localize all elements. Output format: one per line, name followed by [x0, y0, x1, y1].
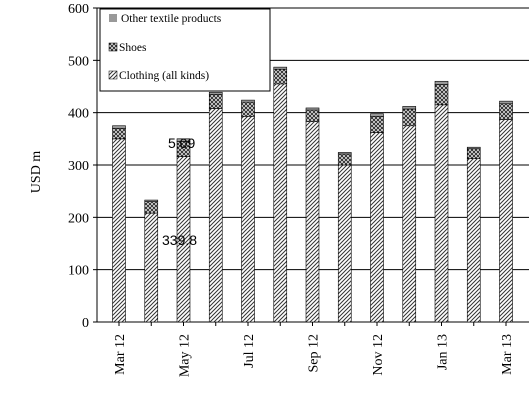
bar-shoes: [499, 103, 513, 120]
bar-clothing: [112, 138, 126, 323]
bar-shoes: [370, 116, 384, 133]
x-tick-label: Jan 13: [436, 334, 451, 370]
y-tick-label: 500: [68, 54, 89, 69]
bar-shoes: [466, 148, 481, 160]
legend-box: [99, 8, 271, 92]
y-tick-label: 600: [68, 2, 89, 17]
bar-clothing: [273, 83, 288, 323]
bar-clothing: [305, 121, 320, 323]
legend-label-other: Other textile products: [121, 13, 222, 25]
bar-other: [434, 80, 449, 85]
x-axis-ticks: Mar 12 May 12 Jul 12 Sep 12 Nov 12 Jan 13 Mar …: [113, 322, 515, 377]
annotation-clothing-value: 339.8: [162, 232, 197, 248]
bar-other: [337, 152, 352, 155]
y-tick-label: 300: [68, 159, 89, 174]
annotation-other-value: 5.09: [168, 135, 195, 151]
bar-clothing: [434, 104, 449, 323]
bar-other: [370, 113, 384, 117]
bar-other: [144, 199, 159, 202]
bar-clothing: [499, 119, 513, 323]
x-tick-label: Sep 12: [307, 334, 322, 373]
bar-shoes: [337, 153, 352, 166]
bar-clothing: [466, 158, 481, 323]
bar-clothing: [370, 132, 384, 323]
x-tick-label: May 12: [178, 334, 193, 377]
bar-clothing: [337, 164, 352, 323]
bar-shoes: [112, 128, 126, 140]
bar-shoes: [273, 68, 288, 85]
bar-other: [466, 146, 481, 150]
bar-shoes: [241, 101, 255, 117]
bar-other: [241, 99, 255, 103]
bar-other: [112, 125, 126, 129]
bar-clothing: [241, 116, 255, 323]
bar-shoes: [144, 201, 159, 214]
legend: Other textile products Shoes Clothing (a…: [99, 8, 271, 92]
bar-other: [208, 91, 223, 95]
bar-clothing: [402, 125, 417, 323]
x-tick-label: Mar 13: [500, 334, 515, 375]
bar-clothing: [208, 108, 223, 323]
bar-shoes: [402, 108, 417, 127]
bar-shoes: [434, 84, 449, 106]
legend-swatch-clothing: [108, 70, 118, 80]
y-tick-label: 400: [68, 107, 89, 122]
y-axis-label: USD m: [29, 151, 44, 194]
bars: [112, 66, 513, 323]
legend-label-shoes: Shoes: [119, 42, 147, 54]
bar-clothing: [144, 212, 159, 323]
legend-swatch-other: [109, 14, 117, 22]
bar-other: [402, 106, 417, 110]
x-tick-label: Nov 12: [371, 334, 386, 376]
y-axis-ticks: 0 100 200 300 400 500 600: [68, 2, 97, 331]
legend-label-clothing: Clothing (all kinds): [119, 70, 209, 82]
bar-shoes: [208, 94, 223, 109]
bar-other: [176, 138, 191, 142]
bar-other: [499, 100, 513, 105]
bar-shoes: [305, 109, 320, 122]
bar-other: [273, 66, 288, 70]
y-tick-label: 100: [68, 264, 89, 279]
legend-swatch-shoes: [108, 42, 118, 52]
x-tick-label: Mar 12: [113, 334, 128, 375]
y-tick-label: 200: [68, 211, 89, 226]
x-tick-label: Jul 12: [242, 334, 257, 368]
y-tick-label: 0: [82, 316, 89, 331]
bar-other: [305, 107, 320, 111]
